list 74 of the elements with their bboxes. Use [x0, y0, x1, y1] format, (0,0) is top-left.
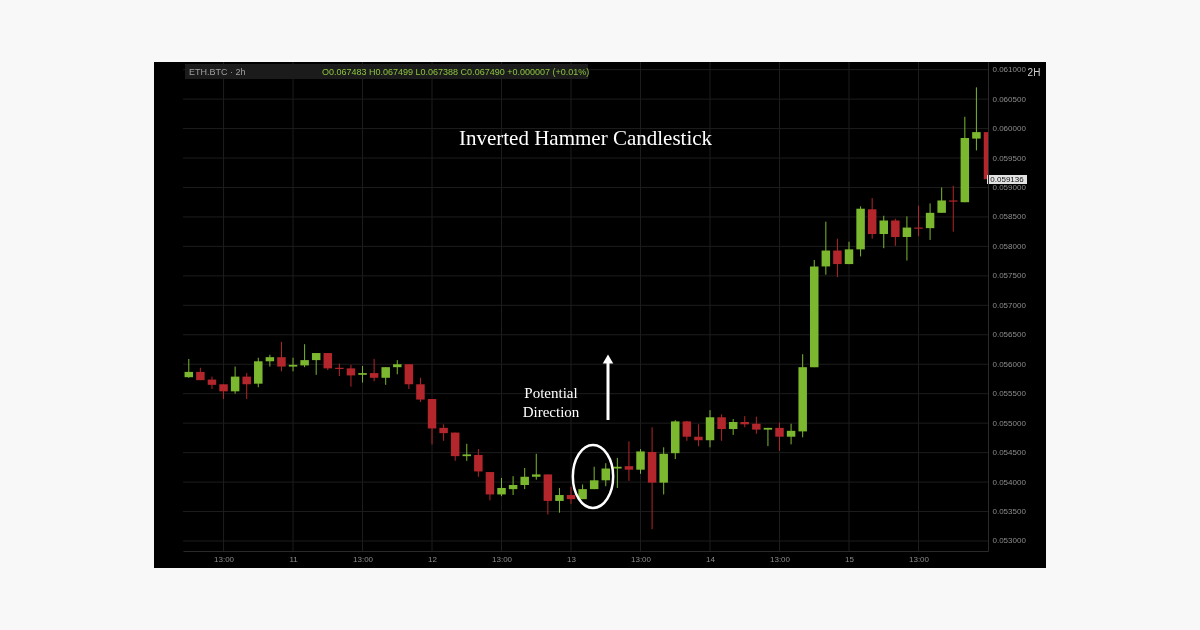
y-tick-label: 0.059500: [992, 153, 1027, 163]
candlestick: [949, 185, 958, 233]
x-tick-label: 13:00: [214, 554, 235, 564]
text: Inverted Hammer Candlestick: [458, 125, 713, 150]
candlestick: [566, 486, 576, 505]
annotation: Potential Direction: [522, 385, 580, 420]
candlestick: [925, 202, 935, 241]
candlestick: [230, 366, 240, 395]
candlestick: [404, 363, 414, 390]
text: 0.059136: [990, 174, 1025, 184]
y-tick-label: 0.060000: [992, 124, 1027, 134]
y-tick-label: 0.061000: [992, 65, 1027, 75]
candlestick: [300, 343, 309, 368]
candlestick: [254, 357, 263, 388]
x-tick-label: 13:00: [631, 554, 652, 564]
candlestick: [450, 432, 460, 462]
x-tick-label: 13:00: [770, 554, 791, 564]
candlestick: [902, 215, 912, 262]
candlestick: [891, 218, 900, 247]
y-tick-label: 0.056500: [992, 330, 1027, 340]
y-tick-label: 0.055000: [992, 418, 1027, 428]
x-tick-label: 11: [289, 554, 299, 564]
candlestick: [555, 487, 564, 514]
y-tick-label: 0.058000: [992, 241, 1027, 251]
candlestick: [972, 86, 981, 151]
candlestick: [613, 457, 622, 489]
candlestick: [346, 364, 356, 388]
x-tick-label: 13:00: [353, 554, 374, 564]
candlestick: [694, 423, 703, 447]
annotation: O0.067483 H0.067499 L0.067388 C0.067490 +0.000007 (+0.01%): [322, 67, 590, 77]
text: 2H: [1027, 67, 1041, 78]
candlestick: [474, 448, 483, 478]
candlestick: [485, 471, 495, 501]
x-tick-label: 13:00: [492, 554, 513, 564]
candlestick: [717, 413, 726, 442]
candlestick: [416, 377, 425, 403]
candlestick: [636, 448, 645, 475]
y-tick-label: 0.056000: [992, 359, 1027, 369]
y-tick-label: 0.053500: [992, 507, 1027, 517]
candlestick: [624, 440, 634, 482]
candlestick: [879, 215, 889, 249]
candlestick: [311, 352, 321, 376]
y-tick-label: 0.058500: [992, 212, 1027, 222]
y-tick-label: 0.057500: [992, 271, 1027, 281]
candlestick: [277, 341, 286, 372]
candlestick: [520, 467, 529, 490]
y-tick-label: 0.055500: [992, 389, 1027, 399]
candlestick: [358, 365, 367, 383]
candlestick: [786, 423, 796, 445]
candlestick: [265, 354, 275, 368]
candlestick: [833, 238, 842, 278]
x-tick-label: 13:00: [908, 554, 930, 564]
candlestick: [508, 475, 518, 496]
candlestick: [532, 453, 541, 481]
y-tick-label: 0.059000: [992, 182, 1027, 192]
candlestick: [705, 409, 715, 448]
y-tick-label: 0.054500: [992, 448, 1027, 458]
x-tick-label: 14: [706, 554, 716, 564]
x-tick-label: 13: [567, 554, 577, 564]
candlestick: [497, 477, 506, 497]
candlestick: [775, 422, 784, 452]
y-tick-label: 0.053000: [992, 536, 1027, 546]
candlestick: [242, 372, 251, 400]
x-tick-label: 15: [845, 554, 855, 564]
candlestick: [335, 363, 344, 377]
annotation: ETH.BTC · 2h: [189, 67, 246, 77]
candlestick: [369, 358, 379, 382]
candlestick: [288, 357, 298, 372]
x-tick-label: 12: [428, 554, 438, 564]
candlestick: [937, 186, 946, 214]
y-tick-label: 0.057000: [992, 300, 1027, 310]
candlestick: [914, 205, 923, 237]
y-tick-label: 0.060500: [992, 94, 1027, 104]
y-tick-label: 0.054000: [992, 477, 1027, 487]
